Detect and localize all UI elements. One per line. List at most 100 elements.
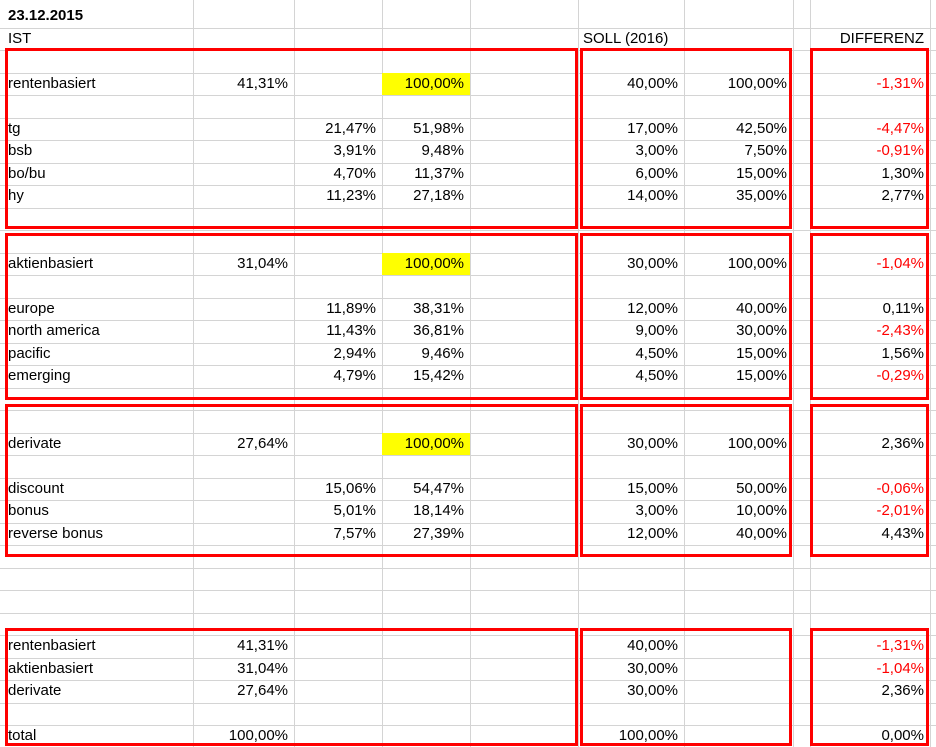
reverse-bonus-soll-share-cell[interactable]: 40,00% — [736, 525, 787, 542]
europe-differenz-cell[interactable]: 0,11% — [882, 300, 924, 317]
reverse-bonus-ist-share-cell[interactable]: 27,39% — [413, 525, 464, 542]
rentenbasiert-soll-total-cell[interactable]: 40,00% — [627, 75, 678, 92]
bonus-ist-cell[interactable]: 5,01% — [333, 502, 376, 519]
emerging-label-cell[interactable]: emerging — [8, 367, 71, 384]
bsb-soll-cell[interactable]: 3,00% — [635, 142, 678, 159]
bsb-ist-share-cell[interactable]: 9,48% — [421, 142, 464, 159]
rentenbasiert-label-cell[interactable]: rentenbasiert — [8, 75, 96, 92]
rentenbasiert-soll-share-total-cell[interactable]: 100,00% — [727, 75, 787, 92]
north-america-soll-share-cell[interactable]: 30,00% — [736, 322, 787, 339]
derivate-soll-share-total-cell[interactable]: 100,00% — [727, 435, 787, 452]
soll-header-cell[interactable]: SOLL (2016) — [583, 30, 669, 47]
summary-rentenbasiert-soll-cell[interactable]: 40,00% — [627, 637, 678, 654]
bo-bu-ist-share-cell[interactable]: 11,37% — [414, 165, 464, 182]
emerging-ist-cell[interactable]: 4,79% — [333, 367, 376, 384]
north-america-differenz-cell[interactable]: -2,43% — [876, 322, 924, 339]
bonus-label-cell[interactable]: bonus — [8, 502, 49, 519]
derivate-ist-share-total-cell[interactable]: 100,00% — [382, 433, 470, 455]
summary-aktienbasiert-ist-cell[interactable]: 31,04% — [237, 660, 288, 677]
bsb-differenz-cell[interactable]: -0,91% — [876, 142, 924, 159]
north-america-ist-share-cell[interactable]: 36,81% — [413, 322, 464, 339]
summary-rentenbasiert-label-cell[interactable]: rentenbasiert — [8, 637, 96, 654]
pacific-label-cell[interactable]: pacific — [8, 345, 51, 362]
aktienbasiert-soll-share-total-cell[interactable]: 100,00% — [727, 255, 787, 272]
total-ist-cell[interactable]: 100,00% — [228, 727, 288, 744]
ist-header-cell[interactable]: IST — [8, 30, 32, 47]
aktienbasiert-soll-total-cell[interactable]: 30,00% — [627, 255, 678, 272]
bonus-soll-share-cell[interactable]: 10,00% — [736, 502, 787, 519]
bsb-label-cell[interactable]: bsb — [8, 142, 33, 159]
north-america-label-cell[interactable]: north america — [8, 322, 100, 339]
hy-ist-cell[interactable]: 11,23% — [326, 187, 376, 204]
summary-aktienbasiert-soll-cell[interactable]: 30,00% — [627, 660, 678, 677]
emerging-ist-share-cell[interactable]: 15,42% — [413, 367, 464, 384]
europe-label-cell[interactable]: europe — [8, 300, 55, 317]
aktienbasiert-ist-total-cell[interactable]: 31,04% — [237, 255, 288, 272]
discount-ist-share-cell[interactable]: 54,47% — [413, 480, 464, 497]
europe-soll-share-cell[interactable]: 40,00% — [736, 300, 787, 317]
tg-label-cell[interactable]: tg — [8, 120, 21, 137]
derivate-label-cell[interactable]: derivate — [8, 435, 62, 452]
hy-soll-cell[interactable]: 14,00% — [627, 187, 678, 204]
total-soll-cell[interactable]: 100,00% — [618, 727, 678, 744]
rentenbasiert-differenz-cell[interactable]: -1,31% — [876, 75, 924, 92]
summary-derivate-differenz-cell[interactable]: 2,36% — [881, 682, 924, 699]
tg-ist-cell[interactable]: 21,47% — [325, 120, 376, 137]
aktienbasiert-differenz-cell[interactable]: -1,04% — [876, 255, 924, 272]
discount-label-cell[interactable]: discount — [8, 480, 64, 497]
reverse-bonus-soll-cell[interactable]: 12,00% — [627, 525, 678, 542]
summary-rentenbasiert-differenz-cell[interactable]: -1,31% — [876, 637, 924, 654]
date-cell[interactable]: 23.12.2015 — [8, 7, 84, 24]
discount-ist-cell[interactable]: 15,06% — [325, 480, 376, 497]
discount-soll-cell[interactable]: 15,00% — [627, 480, 678, 497]
pacific-ist-cell[interactable]: 2,94% — [333, 345, 376, 362]
emerging-soll-cell[interactable]: 4,50% — [635, 367, 678, 384]
reverse-bonus-differenz-cell[interactable]: 4,43% — [881, 525, 924, 542]
derivate-soll-total-cell[interactable]: 30,00% — [627, 435, 678, 452]
tg-soll-share-cell[interactable]: 42,50% — [736, 120, 787, 137]
total-label-cell[interactable]: total — [8, 727, 37, 744]
europe-ist-share-cell[interactable]: 38,31% — [413, 300, 464, 317]
discount-differenz-cell[interactable]: -0,06% — [876, 480, 924, 497]
emerging-differenz-cell[interactable]: -0,29% — [876, 367, 924, 384]
differenz-header-cell[interactable]: DIFFERENZ — [839, 30, 924, 47]
tg-ist-share-cell[interactable]: 51,98% — [413, 120, 464, 137]
summary-derivate-ist-cell[interactable]: 27,64% — [237, 682, 288, 699]
reverse-bonus-ist-cell[interactable]: 7,57% — [333, 525, 376, 542]
pacific-differenz-cell[interactable]: 1,56% — [881, 345, 924, 362]
north-america-ist-cell[interactable]: 11,43% — [326, 322, 376, 339]
discount-soll-share-cell[interactable]: 50,00% — [736, 480, 787, 497]
derivate-differenz-cell[interactable]: 2,36% — [881, 435, 924, 452]
bsb-ist-cell[interactable]: 3,91% — [333, 142, 376, 159]
pacific-soll-cell[interactable]: 4,50% — [635, 345, 678, 362]
total-differenz-cell[interactable]: 0,00% — [881, 727, 924, 744]
summary-derivate-soll-cell[interactable]: 30,00% — [627, 682, 678, 699]
hy-soll-share-cell[interactable]: 35,00% — [736, 187, 787, 204]
bo-bu-label-cell[interactable]: bo/bu — [8, 165, 46, 182]
summary-aktienbasiert-differenz-cell[interactable]: -1,04% — [876, 660, 924, 677]
tg-differenz-cell[interactable]: -4,47% — [876, 120, 924, 137]
bsb-soll-share-cell[interactable]: 7,50% — [744, 142, 787, 159]
aktienbasiert-label-cell[interactable]: aktienbasiert — [8, 255, 94, 272]
north-america-soll-cell[interactable]: 9,00% — [635, 322, 678, 339]
summary-aktienbasiert-label-cell[interactable]: aktienbasiert — [8, 660, 94, 677]
pacific-soll-share-cell[interactable]: 15,00% — [736, 345, 787, 362]
europe-soll-cell[interactable]: 12,00% — [627, 300, 678, 317]
rentenbasiert-ist-total-cell[interactable]: 41,31% — [237, 75, 288, 92]
bo-bu-ist-cell[interactable]: 4,70% — [333, 165, 376, 182]
bonus-differenz-cell[interactable]: -2,01% — [876, 502, 924, 519]
hy-ist-share-cell[interactable]: 27,18% — [413, 187, 464, 204]
emerging-soll-share-cell[interactable]: 15,00% — [736, 367, 787, 384]
aktienbasiert-ist-share-total-cell[interactable]: 100,00% — [382, 253, 470, 275]
derivate-ist-total-cell[interactable]: 27,64% — [237, 435, 288, 452]
bo-bu-soll-cell[interactable]: 6,00% — [635, 165, 678, 182]
bonus-ist-share-cell[interactable]: 18,14% — [413, 502, 464, 519]
bo-bu-differenz-cell[interactable]: 1,30% — [881, 165, 924, 182]
pacific-ist-share-cell[interactable]: 9,46% — [421, 345, 464, 362]
hy-label-cell[interactable]: hy — [8, 187, 24, 204]
hy-differenz-cell[interactable]: 2,77% — [881, 187, 924, 204]
europe-ist-cell[interactable]: 11,89% — [326, 300, 376, 317]
bo-bu-soll-share-cell[interactable]: 15,00% — [736, 165, 787, 182]
summary-rentenbasiert-ist-cell[interactable]: 41,31% — [237, 637, 288, 654]
rentenbasiert-ist-share-total-cell[interactable]: 100,00% — [382, 73, 470, 95]
